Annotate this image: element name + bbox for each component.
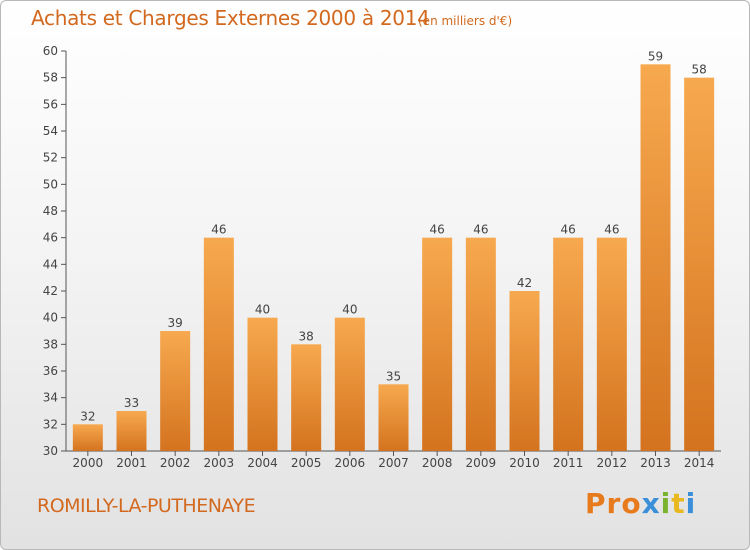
bar-2010 xyxy=(509,291,540,451)
chart-labels: 32 33 39 46 40 38 40 35 46 46 42 46 46 59 58 xyxy=(80,49,707,423)
commune-name: ROMILLY-LA-PUTHENAYE xyxy=(37,495,256,517)
y-tick-label: 60 xyxy=(43,44,58,58)
x-tick-label: 2012 xyxy=(597,456,628,470)
x-tick-label: 2008 xyxy=(422,456,453,470)
bar-2004 xyxy=(247,317,278,451)
x-tick-label: 2004 xyxy=(247,456,278,470)
data-label-2000: 32 xyxy=(80,409,95,423)
bar-2014 xyxy=(684,77,715,452)
y-tick-label: 38 xyxy=(43,337,58,351)
y-tick-label: 32 xyxy=(43,417,58,431)
x-tick-label: 2006 xyxy=(335,456,366,470)
bar-2002 xyxy=(160,331,191,451)
logo-letter: i xyxy=(685,487,697,520)
logo-letter: x xyxy=(641,487,661,520)
y-tick-label: 46 xyxy=(43,231,58,245)
y-tick-label: 30 xyxy=(43,444,58,458)
y-tick-label: 52 xyxy=(43,151,58,165)
x-tick-label: 2000 xyxy=(73,456,104,470)
bar-2000 xyxy=(72,424,103,451)
data-label-2003: 46 xyxy=(211,223,226,237)
data-label-2012: 46 xyxy=(604,223,619,237)
x-tick-label: 2002 xyxy=(160,456,191,470)
bar-2003 xyxy=(203,237,234,451)
bar-2009 xyxy=(465,237,496,451)
x-tick-label: 2010 xyxy=(509,456,540,470)
y-tick-label: 36 xyxy=(43,364,58,378)
logo-letter: i xyxy=(660,487,672,520)
y-tick-label: 50 xyxy=(43,177,58,191)
proxiti-logo[interactable]: Proxiti xyxy=(585,487,696,520)
bar-2005 xyxy=(291,344,322,451)
data-label-2006: 40 xyxy=(342,303,357,317)
x-tick-label: 2001 xyxy=(116,456,147,470)
x-tick-label: 2005 xyxy=(291,456,322,470)
data-label-2014: 58 xyxy=(692,63,707,77)
x-tick-label: 2014 xyxy=(684,456,715,470)
y-tick-label: 48 xyxy=(43,204,58,218)
x-tick-label: 2007 xyxy=(378,456,409,470)
bar-2011 xyxy=(553,237,584,451)
logo-letter: t xyxy=(671,487,686,520)
data-label-2007: 35 xyxy=(386,369,401,383)
chart-axes: 30 32 34 36 38 40 42 44 46 48 50 52 54 56 58 60 2000 2001… xyxy=(43,44,721,470)
data-label-2001: 33 xyxy=(124,396,139,410)
bar-2001 xyxy=(116,411,147,451)
bar-2006 xyxy=(334,317,365,451)
data-label-2010: 42 xyxy=(517,276,532,290)
logo-letter: r xyxy=(606,487,622,520)
y-tick-label: 40 xyxy=(43,311,58,325)
y-tick-label: 42 xyxy=(43,284,58,298)
chart-subtitle: (en milliers d'€) xyxy=(418,14,513,28)
logo-letter: P xyxy=(585,487,607,520)
chart-title: Achats et Charges Externes 2000 à 2014 xyxy=(31,6,430,30)
data-label-2004: 40 xyxy=(255,303,270,317)
data-label-2013: 59 xyxy=(648,49,663,63)
data-label-2011: 46 xyxy=(561,223,576,237)
y-tick-label: 34 xyxy=(43,391,58,405)
bar-2008 xyxy=(422,237,453,451)
bar-2012 xyxy=(596,237,627,451)
chart-bars xyxy=(72,64,715,452)
data-label-2008: 46 xyxy=(430,223,445,237)
y-tick-label: 56 xyxy=(43,97,58,111)
x-tick-label: 2003 xyxy=(204,456,235,470)
bar-2013 xyxy=(640,64,671,452)
data-label-2002: 39 xyxy=(168,316,183,330)
bar-2007 xyxy=(378,384,409,451)
data-label-2009: 46 xyxy=(473,223,488,237)
y-tick-label: 54 xyxy=(43,124,58,138)
x-tick-label: 2009 xyxy=(466,456,497,470)
x-tick-label: 2011 xyxy=(553,456,584,470)
y-tick-label: 58 xyxy=(43,71,58,85)
x-tick-label: 2013 xyxy=(640,456,671,470)
logo-letter: o xyxy=(621,487,642,520)
data-label-2005: 38 xyxy=(299,329,314,343)
y-tick-label: 44 xyxy=(43,257,58,271)
